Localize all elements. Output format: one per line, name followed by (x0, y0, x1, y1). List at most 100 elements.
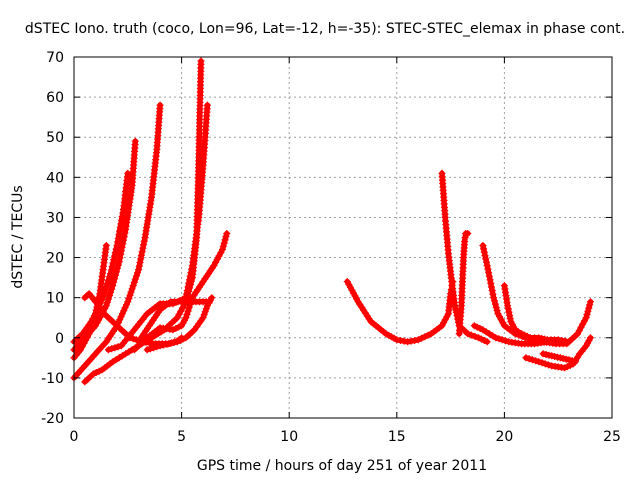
data-point-marker (504, 302, 512, 310)
data-series (70, 57, 594, 386)
y-tick-label: 0 (55, 331, 64, 347)
y-tick-label: 50 (46, 130, 64, 146)
data-point-marker (418, 334, 425, 342)
data-point-marker (103, 298, 111, 306)
data-point-marker (104, 276, 112, 284)
data-point-marker (498, 336, 506, 344)
y-tick-label: 30 (46, 210, 64, 226)
data-point-marker (464, 230, 472, 237)
data-point-marker (131, 275, 139, 283)
data-point-marker (404, 338, 412, 346)
data-point-marker (135, 262, 143, 270)
data-point-marker (118, 243, 126, 251)
data-point-marker (114, 343, 122, 351)
data-point-marker (183, 287, 191, 294)
data-point-marker (183, 290, 191, 298)
data-point-marker (184, 307, 192, 315)
data-point-marker (480, 248, 488, 256)
data-point-marker (137, 251, 145, 259)
data-point-marker (219, 242, 227, 250)
series-9 (135, 298, 214, 346)
data-point-marker (499, 319, 507, 327)
series-4 (70, 101, 164, 382)
data-point-marker (80, 339, 88, 347)
data-point-marker (117, 313, 125, 321)
data-point-marker (116, 254, 124, 262)
data-point-marker (535, 358, 543, 366)
y-tick-label: 10 (46, 291, 64, 307)
data-point-marker (140, 241, 148, 249)
data-point-marker (219, 246, 226, 253)
data-point-marker (574, 330, 582, 338)
data-point-marker (208, 294, 216, 302)
data-point-marker (522, 354, 530, 362)
data-point-marker (220, 239, 228, 247)
data-point-marker (92, 310, 99, 318)
series-17 (556, 298, 594, 346)
data-point-marker (102, 302, 110, 310)
data-point-marker (414, 336, 422, 344)
data-point-marker (111, 344, 119, 352)
data-point-marker (87, 323, 95, 331)
data-point-marker (222, 233, 230, 241)
data-point-marker (490, 294, 498, 302)
data-point-marker (103, 280, 111, 288)
data-point-marker (483, 258, 490, 266)
data-point-marker (86, 326, 94, 334)
data-point-marker (109, 282, 117, 290)
data-point-marker (491, 297, 498, 305)
data-point-marker (212, 258, 220, 266)
data-point-marker (483, 262, 491, 270)
data-point-marker (525, 355, 533, 363)
data-point-marker (581, 317, 588, 325)
data-point-marker (471, 332, 479, 340)
data-point-marker (110, 256, 118, 264)
data-point-marker (132, 272, 140, 280)
data-point-marker (113, 264, 121, 272)
data-point-marker (494, 310, 502, 318)
series-12 (438, 169, 491, 346)
data-point-marker (582, 314, 590, 322)
y-tick-label: 60 (46, 90, 64, 106)
x-tick-label: 15 (388, 429, 406, 445)
data-point-marker (575, 327, 583, 335)
data-point-marker (106, 273, 113, 281)
grid-lines (74, 57, 612, 418)
data-point-marker (182, 314, 190, 322)
data-point-marker (129, 282, 137, 290)
data-point-marker (438, 322, 446, 330)
data-point-marker (185, 279, 193, 287)
data-point-marker (108, 285, 116, 293)
x-tick-label: 10 (280, 429, 298, 445)
data-point-marker (586, 301, 594, 309)
plot-frame (73, 56, 613, 419)
x-tick-label: 25 (603, 429, 621, 445)
data-point-marker (88, 320, 96, 328)
data-point-marker (528, 356, 536, 364)
chart-title: dSTEC Iono. truth (coco, Lon=96, Lat=-12… (25, 21, 625, 37)
series-16 (500, 282, 573, 346)
data-point-marker (106, 292, 113, 300)
data-point-marker (202, 305, 210, 313)
data-point-marker (131, 137, 139, 145)
y-axis-label: dSTEC / TECUs (10, 185, 26, 288)
data-point-marker (111, 249, 119, 256)
data-point-marker (587, 298, 594, 306)
data-point-marker (183, 310, 191, 318)
data-point-marker (185, 304, 193, 312)
y-tick-label: 20 (46, 251, 64, 267)
data-point-marker (493, 307, 501, 314)
data-point-marker (117, 220, 125, 228)
x-tick-label: 20 (495, 429, 513, 445)
data-point-marker (108, 263, 116, 271)
data-point-marker (130, 278, 138, 286)
series-19 (539, 350, 579, 366)
data-point-marker (213, 255, 221, 263)
data-point-marker (186, 272, 194, 280)
data-point-marker (114, 238, 122, 246)
data-point-marker (127, 288, 135, 296)
data-point-marker (90, 313, 98, 321)
data-point-marker (175, 311, 183, 318)
data-point-marker (487, 279, 495, 287)
